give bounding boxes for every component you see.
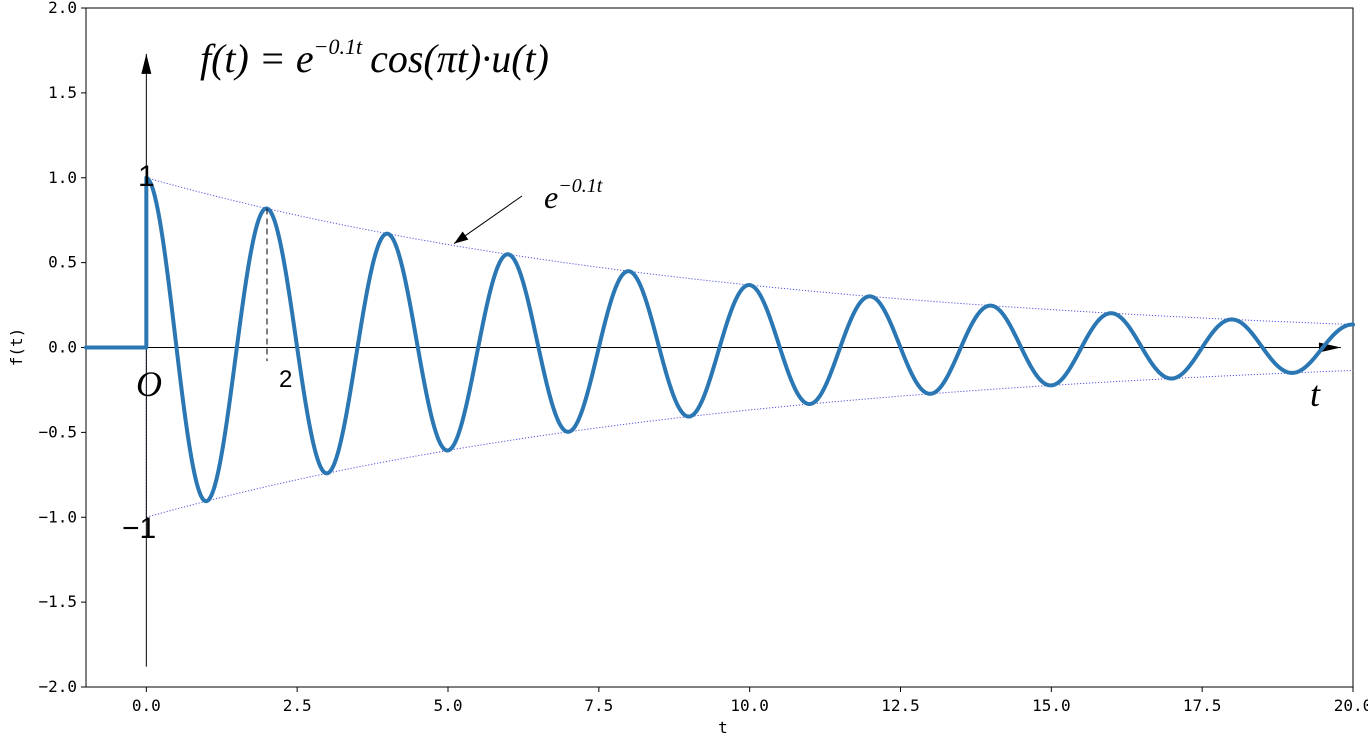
x-tick-label: 7.5	[584, 696, 613, 715]
y-axis-title: f(t)	[7, 328, 26, 367]
envelope-lower-line	[146, 369, 1354, 518]
y-tick-label: 0.5	[48, 253, 77, 272]
envelope-annotation-arrowhead	[454, 231, 469, 244]
vertical-axis-arrowhead	[141, 53, 152, 74]
y-axis-ticks: −2.0 −1.5 −1.0 −0.5 0.0 0.5 1.0 1.5 2.0	[38, 0, 86, 696]
envelope-base: e	[544, 179, 558, 215]
origin-label: O	[136, 364, 162, 404]
t-axis-italic-label: t	[1310, 374, 1321, 414]
formula-title: f(t) = e−0.1t cos(πt)·u(t)	[200, 34, 549, 81]
envelope-exponent: −0.1t	[558, 175, 602, 197]
envelope-label: e−0.1t	[544, 175, 603, 215]
two-label: 2	[279, 366, 292, 393]
x-tick-label: 15.0	[1032, 696, 1071, 715]
envelope-upper-line	[146, 177, 1354, 326]
x-tick-label: 2.5	[283, 696, 312, 715]
x-tick-label: 20.0	[1334, 696, 1368, 715]
y-tick-label: −1.0	[38, 507, 77, 526]
y-tick-label: −1.5	[38, 592, 77, 611]
x-axis-title: t	[718, 718, 728, 736]
y-tick-label: 0.0	[48, 338, 77, 357]
x-tick-label: 5.0	[434, 696, 463, 715]
x-tick-label: 17.5	[1183, 696, 1222, 715]
y-tick-label: −2.0	[38, 677, 77, 696]
formula-exponent: −0.1t	[314, 34, 363, 59]
x-tick-label: 10.0	[730, 696, 769, 715]
x-axis-ticks: 0.0 2.5 5.0 7.5 10.0 12.5 15.0 17.5 20.0	[132, 687, 1368, 715]
y-tick-label: 1.0	[48, 168, 77, 187]
y-tick-label: 2.0	[48, 0, 77, 17]
x-tick-label: 12.5	[881, 696, 920, 715]
signal-line	[84, 175, 1355, 504]
y-tick-label: −0.5	[38, 422, 77, 441]
minus-one-label: −1	[122, 512, 156, 545]
y-tick-label: 1.5	[48, 83, 77, 102]
formula-lhs: f(t) = e	[200, 36, 314, 81]
one-label: 1	[138, 160, 155, 193]
formula-rhs: cos(πt)·u(t)	[370, 36, 549, 81]
x-tick-label: 0.0	[132, 696, 161, 715]
